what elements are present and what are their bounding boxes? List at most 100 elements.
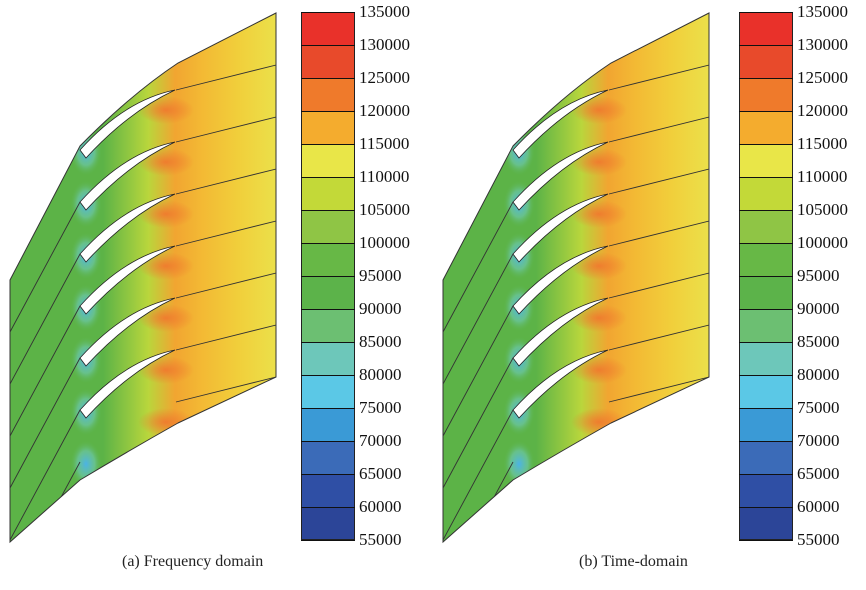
colorbar-tick xyxy=(301,441,355,442)
colorbar-segment xyxy=(301,78,355,111)
colorbar-segment xyxy=(739,210,793,243)
colorbar-tick-label: 125000 xyxy=(797,68,848,87)
colorbar-segment xyxy=(739,276,793,309)
colorbar-tick xyxy=(739,474,793,475)
colorbar-tick xyxy=(301,243,355,244)
colorbar-segment xyxy=(301,342,355,375)
colorbar-tick xyxy=(301,177,355,178)
colorbar-tick-label: 65000 xyxy=(797,464,840,483)
colorbar-tick-label: 130000 xyxy=(797,35,848,54)
caption-time-domain: (b) Time-domain xyxy=(579,553,688,570)
colorbar-tick xyxy=(301,111,355,112)
colorbar-segment xyxy=(739,375,793,408)
colorbar-tick xyxy=(739,408,793,409)
colorbar-tick-label: 135000 xyxy=(797,2,848,21)
colorbar-tick-label: 65000 xyxy=(359,464,402,483)
panel-time-domain: 135000 130000 125000 120000 115000 110000 1050… xyxy=(433,0,866,590)
colorbar-segment xyxy=(739,12,793,45)
colorbar-segment xyxy=(301,45,355,78)
colorbar-tick-label: 80000 xyxy=(359,365,402,384)
colorbar-tick-label: 90000 xyxy=(797,299,840,318)
colorbar-tick-label: 120000 xyxy=(797,101,848,120)
colorbar-segment xyxy=(301,210,355,243)
colorbar-tick-label: 110000 xyxy=(359,167,410,186)
colorbar-segment xyxy=(739,342,793,375)
colorbar-tick-label: 115000 xyxy=(797,134,848,153)
colorbar-segment xyxy=(301,243,355,276)
panel-frequency-domain: 135000 130000 125000 120000 115000 110000 1050… xyxy=(9,2,410,570)
colorbar-tick xyxy=(739,375,793,376)
colorbar-tick xyxy=(739,540,793,541)
colorbar-segment xyxy=(739,243,793,276)
colorbar-segment xyxy=(301,408,355,441)
colorbar-tick-label: 105000 xyxy=(797,200,848,219)
colorbar-segment xyxy=(739,78,793,111)
colorbar-tick-label: 100000 xyxy=(359,233,410,252)
colorbar-tick xyxy=(301,309,355,310)
colorbar-segment xyxy=(739,507,793,540)
colorbar-segment xyxy=(739,144,793,177)
colorbar-segment xyxy=(739,111,793,144)
colorbar-tick xyxy=(301,210,355,211)
colorbar-tick xyxy=(301,540,355,541)
colorbar-tick xyxy=(301,45,355,46)
colorbar-segment xyxy=(739,45,793,78)
colorbar-tick xyxy=(301,375,355,376)
colorbar-tick-label: 60000 xyxy=(359,497,402,516)
colorbar-segment xyxy=(301,177,355,210)
colorbar-tick-label: 80000 xyxy=(797,365,840,384)
colorbar-tick-label: 120000 xyxy=(359,101,410,120)
colorbar-tick xyxy=(739,177,793,178)
colorbar-tick xyxy=(739,111,793,112)
colorbar-tick-label: 75000 xyxy=(797,398,840,417)
colorbar-tick xyxy=(739,210,793,211)
colorbar-tick xyxy=(739,144,793,145)
colorbar-segment xyxy=(301,276,355,309)
colorbar-segment xyxy=(301,309,355,342)
colorbar-tick xyxy=(739,276,793,277)
pressure-contour-time-domain xyxy=(442,12,710,544)
colorbar-tick-label: 95000 xyxy=(797,266,840,285)
colorbar-tick-label: 60000 xyxy=(797,497,840,516)
colorbar-tick-label: 55000 xyxy=(797,530,840,549)
colorbar-segment xyxy=(739,309,793,342)
colorbar-tick-label: 70000 xyxy=(359,431,402,450)
pressure-contour-frequency-domain xyxy=(9,12,277,544)
colorbar-tick xyxy=(739,309,793,310)
colorbar-tick-label: 55000 xyxy=(359,530,402,549)
colorbar-tick-label: 115000 xyxy=(359,134,410,153)
colorbar-tick-label: 105000 xyxy=(359,200,410,219)
colorbar-segment xyxy=(739,408,793,441)
colorbar-tick-label: 100000 xyxy=(797,233,848,252)
colorbar-segment xyxy=(301,375,355,408)
colorbar-tick xyxy=(739,12,793,13)
colorbar-tick xyxy=(301,144,355,145)
colorbar-tick-label: 135000 xyxy=(359,2,410,21)
colorbar-tick xyxy=(739,45,793,46)
colorbar-tick xyxy=(301,276,355,277)
colorbar-tick-label: 85000 xyxy=(359,332,402,351)
colorbar-tick-label: 70000 xyxy=(797,431,840,450)
colorbar-tick xyxy=(739,507,793,508)
colorbar-segment xyxy=(301,144,355,177)
colorbar-tick xyxy=(301,78,355,79)
colorbar-tick-label: 125000 xyxy=(359,68,410,87)
colorbar-tick-label: 90000 xyxy=(359,299,402,318)
colorbar-tick-label: 95000 xyxy=(359,266,402,285)
colorbar-tick-label: 75000 xyxy=(359,398,402,417)
colorbar-tick xyxy=(301,408,355,409)
colorbar-tick xyxy=(739,78,793,79)
colorbar-tick-label: 130000 xyxy=(359,35,410,54)
caption-frequency-domain: (a) Frequency domain xyxy=(122,553,264,570)
colorbar-segment xyxy=(301,441,355,474)
colorbar-segment xyxy=(739,474,793,507)
colorbar-tick-label: 85000 xyxy=(797,332,840,351)
colorbar-tick xyxy=(739,243,793,244)
colorbar-segment xyxy=(301,507,355,540)
colorbar-tick xyxy=(739,441,793,442)
colorbar-segment xyxy=(301,474,355,507)
colorbar-tick xyxy=(301,507,355,508)
colorbar-tick xyxy=(301,474,355,475)
colorbar-segment xyxy=(739,177,793,210)
colorbar-segment xyxy=(301,12,355,45)
